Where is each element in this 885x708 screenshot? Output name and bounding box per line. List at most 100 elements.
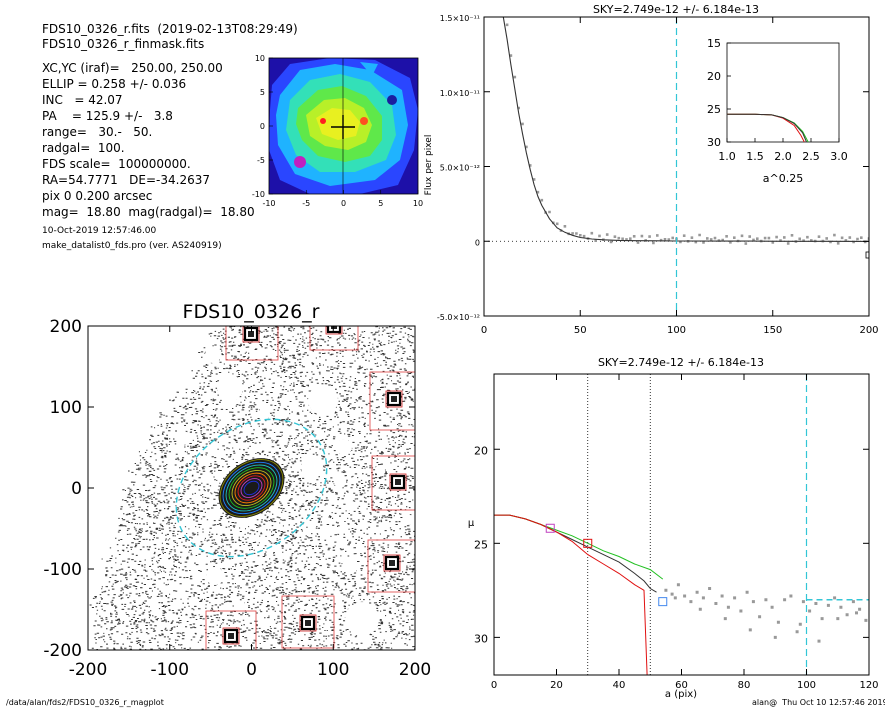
star-core [248,331,254,337]
sb-profile-panel: SKY=2.749e-12 +/- 6.184e-13 μ a (pix) 0 2… [468,356,879,700]
galaxy-noise-field [89,326,415,650]
sb-profile-xlabel: a (pix) [665,689,697,700]
sb-ytick-label: 25 [474,538,488,551]
sb-ytick-label: 30 [474,632,488,645]
mask-hole [308,385,338,415]
galaxy-xtick-label: 0 [246,660,257,680]
sky-ytick-label: -5.0×10⁻¹² [437,313,480,322]
sb-marker-red [583,538,593,548]
thumbnail-heatmap [269,58,418,194]
galaxy-ytick-label: -200 [43,641,82,661]
thumb-xtick-label: -5 [302,199,310,208]
galaxy-ytick-label: 100 [50,398,82,418]
sb-xtick-label: 100 [797,680,816,691]
galaxy-xtick-label: 200 [399,660,431,680]
inset-ytick-label: 20 [707,70,721,83]
sb-xtick-label: 20 [550,680,563,691]
sb-ytick-label: 20 [474,444,488,457]
sky-ytick-label: 5.0×10⁻¹² [440,164,480,173]
star-core [331,326,337,329]
inset-ytick-label: 25 [707,103,721,116]
param-ra-de: RA=54.7771 DE=-34.2637 [42,173,211,187]
galaxy-overlays [175,326,415,650]
mask-hole [405,515,415,525]
sky-xtick-label: 200 [859,325,878,336]
isophote-contour [240,478,263,498]
sb-xtick-label: 120 [859,680,878,691]
inset-xtick-label: 2.0 [774,150,792,163]
inset-series-profile [727,113,807,142]
sky-ytick-label: 0 [475,238,480,247]
sb-sky-points [664,583,868,643]
sky-flux-ylabel: Flux per pixel [424,135,434,196]
star-core [305,620,311,626]
thumb-ytick-label: 10 [255,54,265,63]
sky-flux-panel: SKY=2.749e-12 +/- 6.184e-13 Flux per pix… [424,3,879,336]
star-box [242,326,260,343]
mask-box [225,326,279,361]
galaxy-xtick-label: 100 [317,660,349,680]
isophote-contour [219,459,284,517]
mask-hole [206,567,224,585]
sb-xtick-label: 40 [613,680,626,691]
galaxy-ytick-label: 200 [50,317,82,337]
star-box [299,614,317,632]
sb-marker-magenta [545,523,555,533]
flux-profile-line [502,17,869,242]
inset-xtick-label: 2.5 [802,150,820,163]
mask-hole [176,431,190,445]
thumb-xtick-label: 5 [378,199,383,208]
isophote-contour [222,461,281,515]
mask-box [309,326,359,351]
inset-xlabel: a^0.25 [763,172,803,185]
galaxy-xtick-label: -100 [150,660,189,680]
mask-hole [342,558,358,574]
mask-hole [258,408,270,420]
galaxy-ytick-label: 0 [71,479,82,499]
star-box [383,554,401,572]
param-pix: pix 0 0.200 arcsec [42,189,153,203]
star-box [325,326,343,335]
mask-box [367,539,415,593]
sb-xtick-label: 0 [491,680,497,691]
header-program: make_datalist0_fds.pro (ver. AS240919) [42,241,222,251]
thumb-ytick-label: -5 [257,156,265,165]
thumb-xtick-label: -10 [262,199,275,208]
mask-hole [205,347,221,363]
sky-ytick-label: 1.5×10⁻¹¹ [440,14,480,23]
param-inc: INC = 42.07 [42,93,123,107]
star-box [385,390,403,408]
mask-hole [345,602,379,636]
isophote-contour [234,472,269,504]
isophote-contour [228,467,275,509]
galaxy-xtick-label: -200 [69,660,108,680]
thumb-xtick-label: 10 [413,199,423,208]
galaxy-panel: FDS10_0326_r -200 -100 0 100 200 200 100 0 -100 -… [43,301,431,680]
mask-box [205,610,257,650]
sky-xtick-label: 100 [667,325,686,336]
thumb-ytick-label: 5 [260,88,265,97]
mask-hole [301,456,323,478]
galaxy-title: FDS10_0326_r [183,301,320,323]
thumbnail-panel: -10 -5 0 5 10 10 5 0 -5 -10 [252,54,423,208]
star-box [222,627,240,645]
isophote-contour [231,469,272,507]
inset-ytick-label: 30 [707,136,721,149]
star-core [389,560,395,566]
param-range: range= 30.- 50. [42,125,153,139]
mask-hole [347,501,357,511]
param-mag: mag= 18.80 mag(radgal)= 18.80 [42,205,255,219]
param-ellip: ELLIP = 0.258 +/- 0.036 [42,77,187,91]
mask-hole [336,439,352,455]
sky-xtick-label: 50 [574,325,587,336]
param-radgal: radgal= 100. [42,141,125,155]
sb-profile-title: SKY=2.749e-12 +/- 6.184e-13 [598,356,764,369]
sb-series-red [494,514,648,675]
mask-hole [234,601,246,613]
isophote-contour [225,464,278,512]
isophote-contour [237,475,266,501]
galaxy-noise-dots [89,326,415,650]
mask-hole [375,465,385,475]
inset-xtick-label: 1.5 [746,150,764,163]
